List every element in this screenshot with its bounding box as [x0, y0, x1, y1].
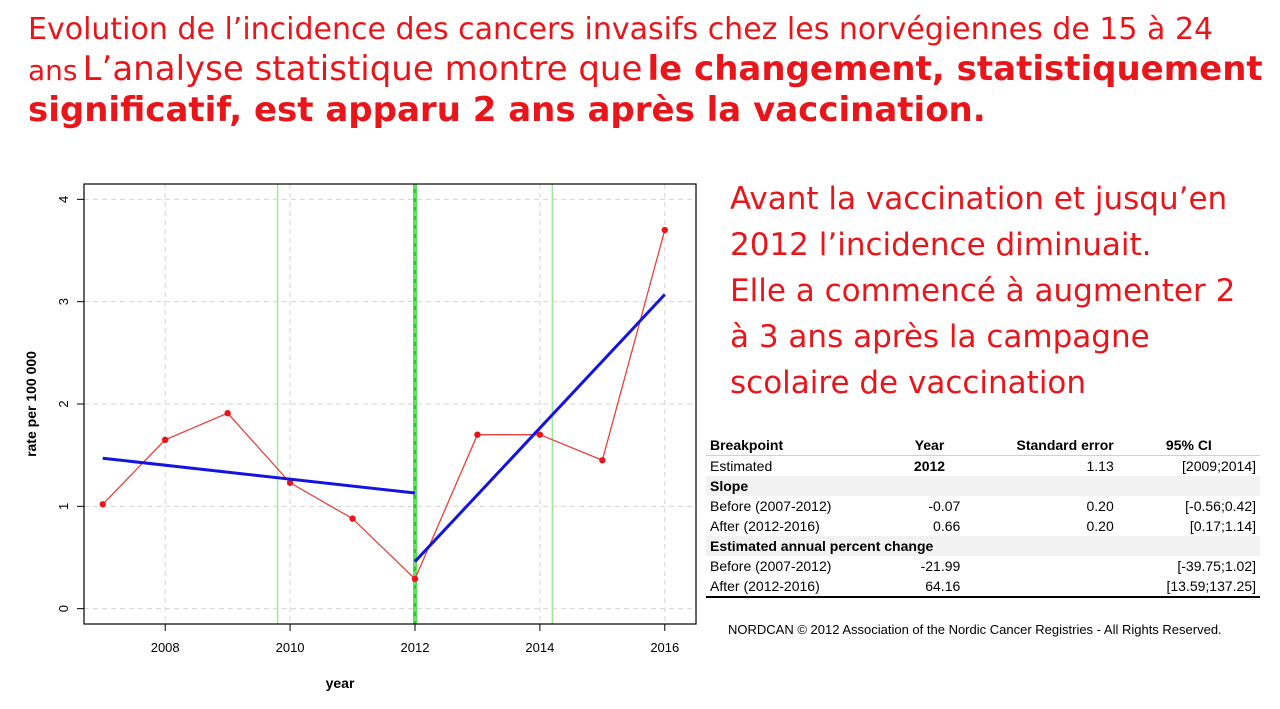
data-point	[349, 515, 356, 522]
data-point	[661, 226, 668, 234]
confidence-interval: [-0.56;0.42]	[1185, 498, 1256, 514]
side-text-line: scolaire de vaccination	[730, 365, 1087, 401]
value: 64.16	[894, 576, 965, 598]
row-label: Before (2007-2012)	[710, 498, 832, 514]
x-tick-label: 2008	[151, 640, 180, 655]
confidence-interval: [0.17;1.14]	[1189, 518, 1256, 534]
standard-error: 0.20	[1086, 518, 1114, 534]
table-row: After (2012-2016) 0.66 0.20 [0.17;1.14]	[706, 516, 1260, 536]
header-breakpoint: Breakpoint	[706, 435, 895, 456]
section-label: Slope	[706, 476, 1260, 496]
copyright-notice: NORDCAN © 2012 Association of the Nordic…	[728, 622, 1222, 637]
trend-before-line	[102, 456, 416, 495]
trend-after-line	[413, 293, 666, 563]
title-line-1: Evolution de l’incidence des cancers inv…	[28, 12, 1214, 47]
value: 0.66	[933, 518, 961, 534]
side-text-line: Elle a commencé à augmenter 2	[730, 273, 1236, 309]
table-row: After (2012-2016) 64.16 [13.59;137.25]	[706, 576, 1260, 598]
y-tick-label: 4	[56, 196, 71, 203]
incidence-chart: 2008 2010 2012 2014 2016 0 1 2 3 4 year rate per …	[23, 183, 697, 691]
observed-rate-line	[102, 229, 666, 581]
data-point	[411, 575, 419, 583]
table-row: Before (2007-2012) -0.07 0.20 [-0.56;0.4…	[706, 496, 1260, 516]
data-point	[99, 501, 106, 508]
title-line-2: ans L’analyse statistique montre que le …	[28, 49, 1268, 90]
data-point	[286, 479, 294, 486]
row-label: After (2012-2016)	[706, 576, 895, 598]
value: -0.07	[928, 498, 961, 514]
y-tick-label: 0	[56, 605, 71, 612]
axes: 2008 2010 2012 2014 2016 0 1 2 3 4	[56, 196, 679, 655]
data-point	[224, 410, 231, 417]
table-header-row: Breakpoint Year Standard error 95% CI	[706, 435, 1260, 456]
table-row: Before (2007-2012) -21.99 [-39.75;1.02]	[706, 556, 1260, 576]
data-point	[536, 431, 544, 438]
confidence-interval: [2009;2014]	[1182, 458, 1256, 474]
x-tick-label: 2012	[401, 640, 430, 655]
section-row-eapc: Estimated annual percent change	[706, 536, 1260, 556]
y-tick-label: 3	[56, 298, 71, 305]
y-axis-label: rate per 100 000	[23, 351, 39, 457]
title-line-2-bold: le changement, statistiquement	[647, 48, 1263, 89]
title-line-3: significatif, est apparu 2 ans après la …	[28, 90, 986, 131]
x-tick-label: 2010	[276, 640, 305, 655]
row-label: After (2012-2016)	[710, 518, 820, 534]
title-line-2-prefix: ans	[28, 53, 78, 87]
standard-error: 0.20	[1086, 498, 1114, 514]
data-point	[599, 457, 606, 464]
data-point	[161, 436, 169, 444]
standard-error	[964, 556, 1117, 576]
standard-error: 1.13	[1086, 458, 1114, 474]
side-text-line: Avant la vaccination et jusqu’en	[730, 181, 1228, 217]
page-title: Evolution de l’incidence des cancers inv…	[28, 12, 1268, 132]
confidence-interval: [-39.75;1.02]	[1177, 558, 1256, 574]
header-year: Year	[894, 435, 965, 456]
y-tick-label: 1	[56, 503, 71, 510]
value: -21.99	[920, 558, 961, 574]
section-row-slope: Slope	[706, 476, 1260, 496]
x-tick-label: 2014	[525, 640, 554, 655]
header-ci: 95% CI	[1117, 435, 1260, 456]
side-text-line: 2012 l’incidence diminuait.	[730, 227, 1152, 263]
header-standard-error: Standard error	[964, 435, 1118, 456]
breakpoint-year: 2012	[913, 458, 946, 474]
table-row: Estimated 2012 1.13 [2009;2014]	[706, 456, 1260, 477]
y-tick-label: 2	[56, 400, 71, 407]
side-text-line: à 3 ans après la campagne	[730, 319, 1150, 355]
row-label: Estimated	[710, 458, 773, 474]
grid	[84, 184, 696, 624]
x-axis-label: year	[326, 675, 355, 691]
x-tick-label: 2016	[650, 640, 679, 655]
row-label: Before (2007-2012)	[710, 558, 832, 574]
data-point	[474, 431, 481, 438]
series	[99, 226, 668, 583]
joinpoint-stats-table: Breakpoint Year Standard error 95% CI Es…	[706, 435, 1260, 598]
vertical-lines	[276, 184, 554, 624]
standard-error	[964, 576, 1118, 598]
title-line-2-normal: L’analyse statistique montre que	[82, 48, 643, 89]
confidence-interval: [13.59;137.25]	[1117, 576, 1260, 598]
section-label: Estimated annual percent change	[706, 536, 1260, 556]
side-commentary: Avant la vaccination et jusqu’en 2012 l’…	[730, 176, 1250, 406]
